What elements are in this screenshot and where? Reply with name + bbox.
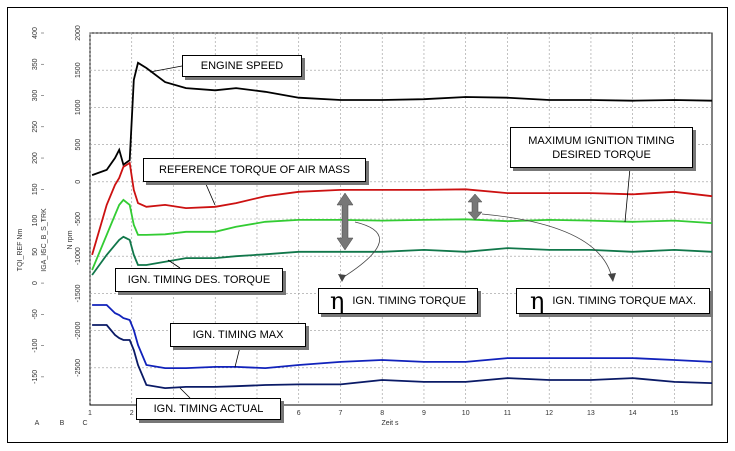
leader-line (167, 259, 181, 269)
series-callout: IGN. TIMING DES. TORQUE (115, 268, 283, 292)
arrow-head (608, 273, 616, 282)
axis-id: B (60, 420, 65, 427)
leader-line (204, 181, 216, 206)
curved-arrow (481, 213, 613, 279)
y2-axis-label: N rpm (67, 230, 74, 249)
annotation: η IGN. TIMING TORQUE (318, 288, 478, 314)
series-callout: ENGINE SPEED (182, 55, 302, 77)
axis-id: C (82, 420, 87, 427)
grid (89, 32, 712, 405)
y2-tick-label: 1000 (75, 100, 82, 116)
y-tick-label: 100 (32, 215, 39, 227)
series-line (91, 198, 713, 271)
series-line (91, 235, 713, 276)
x-tick-label: 1 (88, 410, 92, 417)
x-tick-label: 12 (545, 410, 553, 417)
annotation: η IGN. TIMING TORQUE MAX. (516, 288, 710, 314)
y2-tick-label: -2000 (75, 322, 82, 340)
lines (91, 61, 713, 390)
y2-tick-label: -500 (75, 212, 82, 226)
annotation-text: IGN. TIMING TORQUE (352, 295, 467, 307)
x-tick-label: 7 (339, 410, 343, 417)
series-callout: MAXIMUM IGNITION TIMING DESIRED TORQUE (510, 127, 693, 168)
y-tick-label: 0 (32, 281, 39, 285)
eta-symbol: η (329, 287, 345, 315)
annotation-text: IGN. TIMING TORQUE MAX. (552, 295, 697, 307)
series-line (91, 61, 713, 176)
axis-id: A (35, 420, 40, 427)
y-tick-label: 300 (32, 90, 39, 102)
y-tick-label: -50 (32, 309, 39, 319)
y2-tick-label: -2500 (75, 359, 82, 377)
leader-line (179, 387, 191, 399)
y-tick-label: -100 (32, 338, 39, 352)
x-tick-label: 13 (587, 410, 595, 417)
x-tick-label: 2 (130, 410, 134, 417)
series-callout: REFERENCE TORQUE OF AIR MASS (143, 158, 366, 182)
series-line (92, 304, 713, 370)
y2-tick-label: 2000 (75, 25, 82, 41)
y-axis-label: TQI_REF Nm (17, 229, 24, 272)
series-line (92, 324, 713, 390)
curved-arrow (341, 221, 380, 279)
leader-line (234, 346, 241, 368)
x-tick-label: 10 (462, 410, 470, 417)
y2-tick-label: -1000 (75, 247, 82, 265)
y-tick-label: 150 (32, 183, 39, 195)
series-line (91, 161, 713, 256)
eta-symbol: η (529, 287, 545, 315)
y-tick-label: -150 (32, 370, 39, 384)
y-tick-label: 350 (32, 58, 39, 70)
x-tick-label: 8 (380, 410, 384, 417)
y2-tick-label: -1500 (75, 284, 82, 302)
leader-line (624, 167, 631, 223)
double-arrow (467, 193, 483, 221)
x-tick-label: 15 (671, 410, 679, 417)
y-tick-label: 200 (32, 152, 39, 164)
x-axis-label: Zeit s (381, 420, 399, 427)
y2-tick-label: 1500 (75, 62, 82, 78)
y-tick-label: 250 (32, 121, 39, 133)
x-tick-label: 14 (629, 410, 637, 417)
y2-tick-label: 0 (75, 180, 82, 184)
x-tick-label: 11 (504, 410, 511, 417)
x-tick-label: 6 (297, 410, 301, 417)
double-arrow (336, 192, 354, 251)
frame (7, 7, 728, 443)
arrow-head (338, 274, 346, 282)
leader-line (149, 65, 183, 73)
x-tick-label: 9 (422, 410, 426, 417)
y2-tick-label: 500 (75, 139, 82, 151)
y-tick-label: 400 (32, 27, 39, 39)
leader-lines (149, 65, 631, 399)
y3-axis-label: IGA_IGC_B_S_TRK (41, 208, 48, 272)
series-callout: IGN. TIMING MAX (170, 323, 306, 347)
y-tick-label: 50 (32, 248, 39, 256)
series-callout: IGN. TIMING ACTUAL (136, 398, 281, 420)
